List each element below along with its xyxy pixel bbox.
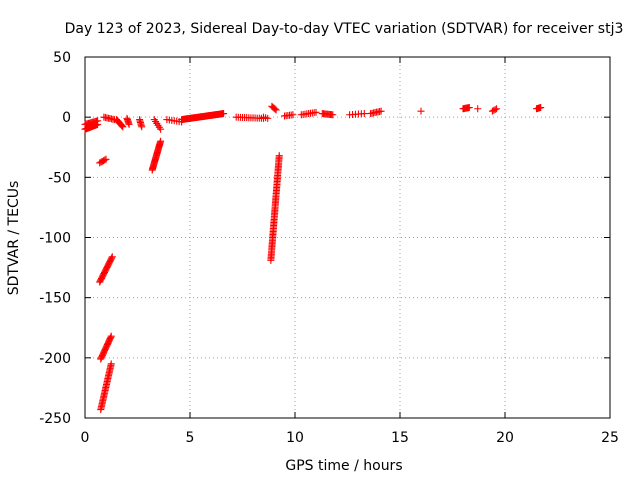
data-point <box>272 106 280 114</box>
data-point <box>94 117 102 125</box>
data-point <box>117 121 125 129</box>
data-point <box>101 156 109 164</box>
data-point <box>157 137 165 145</box>
plot-frame <box>84 56 611 419</box>
data-point <box>417 107 425 115</box>
y-axis-label: SDTVAR / TECUs <box>6 181 22 296</box>
x-tick-labels: 0 5 10 15 20 25 <box>81 430 619 446</box>
grid-lines <box>85 57 610 418</box>
x-axis-label: GPS time / hours <box>285 458 402 474</box>
data-point <box>493 105 501 113</box>
data-point <box>329 111 337 119</box>
x-tick-label: 5 <box>186 430 195 446</box>
y-tick-label: -250 <box>39 411 71 427</box>
data-point <box>491 106 499 114</box>
data-point <box>102 155 110 163</box>
x-tick-label: 15 <box>391 430 409 446</box>
data-point <box>107 333 115 341</box>
x-tick-label: 10 <box>286 430 304 446</box>
x-tick-label: 25 <box>601 430 619 446</box>
data-point <box>264 114 272 122</box>
y-tick-labels: -250 -200 -150 -100 -50 0 50 <box>39 50 71 427</box>
data-point <box>107 360 115 368</box>
y-tick-label: -150 <box>39 291 71 307</box>
data-point <box>474 105 482 113</box>
x-tick-label: 20 <box>496 430 514 446</box>
data-point <box>275 152 283 160</box>
data-point <box>157 125 165 133</box>
data-point <box>220 110 228 118</box>
y-tick-label: -200 <box>39 351 71 367</box>
y-tick-label: 0 <box>62 110 71 126</box>
y-tick-label: -100 <box>39 231 71 247</box>
data-point <box>119 123 127 131</box>
data-point <box>289 111 297 119</box>
x-tick-label: 0 <box>81 430 90 446</box>
data-point <box>465 104 473 112</box>
data-point <box>125 120 133 128</box>
data-point <box>118 122 126 130</box>
data-point <box>537 104 545 112</box>
chart-title: Day 123 of 2023, Sidereal Day-to-day VTE… <box>65 21 624 37</box>
data-points <box>81 102 545 414</box>
data-point <box>312 108 320 116</box>
data-point <box>108 253 116 261</box>
y-tick-label: 50 <box>53 50 71 66</box>
y-tick-label: -50 <box>48 170 71 186</box>
data-point <box>108 254 116 262</box>
data-point <box>360 110 368 118</box>
data-point <box>271 105 279 113</box>
data-point <box>138 123 146 131</box>
data-point <box>107 332 115 340</box>
data-point <box>377 107 385 115</box>
axis-ticks <box>84 56 611 419</box>
